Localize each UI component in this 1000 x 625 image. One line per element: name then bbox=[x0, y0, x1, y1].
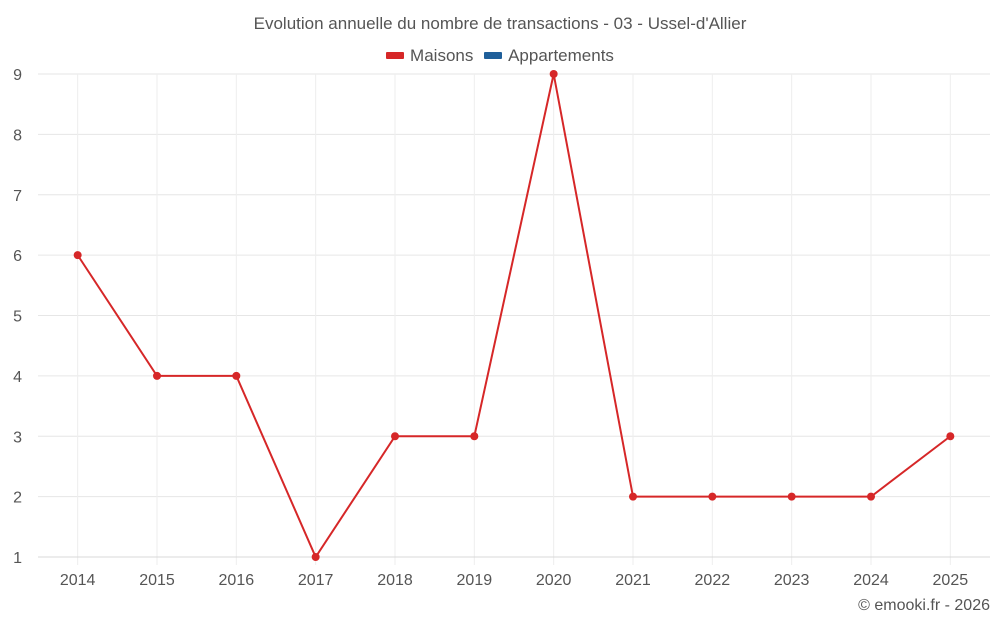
legend-label-appartements: Appartements bbox=[508, 45, 614, 65]
y-tick-label: 3 bbox=[13, 429, 22, 446]
series-line bbox=[76, 73, 951, 560]
x-tick-label: 2021 bbox=[615, 572, 651, 589]
x-tick-label: 2023 bbox=[774, 572, 810, 589]
x-tick-label: 2017 bbox=[298, 572, 334, 589]
x-tick-label: 2014 bbox=[60, 572, 96, 589]
series-maisons bbox=[73, 70, 955, 561]
credit-text: © emooki.fr - 2026 bbox=[858, 597, 990, 614]
grid-lines bbox=[38, 73, 990, 565]
legend-item-maisons[interactable]: Maisons bbox=[386, 46, 473, 66]
data-point[interactable] bbox=[629, 492, 637, 501]
y-tick-label: 7 bbox=[13, 188, 22, 205]
y-tick-label: 4 bbox=[13, 369, 22, 386]
x-tick-label: 2020 bbox=[536, 572, 572, 589]
y-axis: 1 2 3 4 5 6 7 8 9 bbox=[13, 67, 22, 567]
data-point[interactable] bbox=[73, 251, 82, 260]
x-tick-label: 2016 bbox=[219, 572, 255, 589]
legend-label-maisons: Maisons bbox=[410, 45, 474, 65]
x-tick-label: 2022 bbox=[695, 572, 731, 589]
x-tick-label: 2015 bbox=[139, 572, 175, 589]
x-tick-label: 2019 bbox=[457, 572, 493, 589]
data-point[interactable] bbox=[708, 492, 717, 501]
y-tick-label: 2 bbox=[13, 490, 22, 507]
legend-swatch-appartements bbox=[484, 52, 503, 59]
y-tick-label: 8 bbox=[13, 127, 22, 144]
y-tick-label: 6 bbox=[13, 248, 22, 265]
y-tick-label: 1 bbox=[13, 550, 22, 567]
legend: Maisons Appartements bbox=[0, 44, 1000, 66]
x-tick-label: 2025 bbox=[933, 572, 969, 589]
data-point[interactable] bbox=[153, 371, 161, 380]
legend-swatch-maisons bbox=[386, 52, 405, 59]
y-tick-label: 5 bbox=[13, 309, 22, 326]
data-point[interactable] bbox=[946, 432, 955, 441]
x-tick-label: 2024 bbox=[853, 572, 889, 589]
y-tick-label: 9 bbox=[13, 67, 22, 84]
data-point[interactable] bbox=[787, 492, 796, 501]
data-point[interactable] bbox=[391, 432, 399, 441]
legend-item-appartements[interactable]: Appartements bbox=[484, 46, 614, 66]
chart-title: Evolution annuelle du nombre de transact… bbox=[253, 14, 747, 33]
x-axis: 2014 2015 2016 2017 2018 2019 2020 2021 2022 2023… bbox=[38, 556, 990, 589]
data-point[interactable] bbox=[867, 492, 875, 501]
data-point[interactable] bbox=[311, 553, 320, 561]
data-point[interactable] bbox=[232, 371, 241, 380]
x-tick-label: 2018 bbox=[377, 572, 413, 589]
data-point[interactable] bbox=[549, 70, 558, 78]
data-point[interactable] bbox=[470, 432, 479, 441]
